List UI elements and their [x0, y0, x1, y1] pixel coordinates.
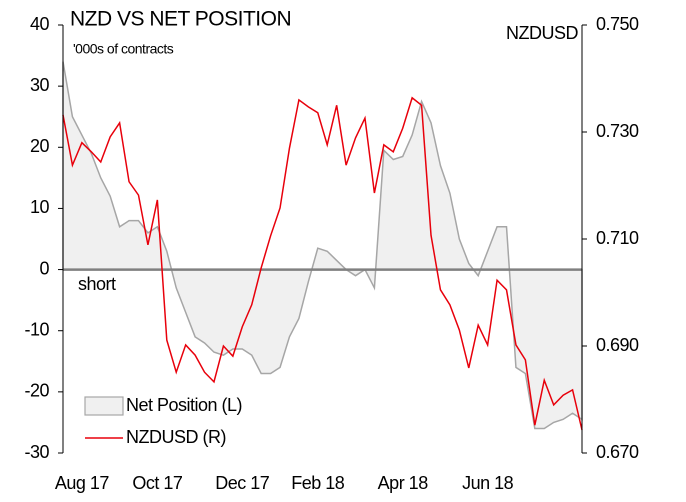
y2-tick-label: 0.750: [596, 14, 639, 34]
legend-swatch: [84, 396, 124, 416]
x-tick-label: Feb 18: [291, 473, 345, 493]
chart-subtitle: '000s of contracts: [73, 41, 174, 57]
x-tick-label: Dec 17: [215, 473, 270, 493]
net-position-area: [62, 61, 583, 430]
y2-tick-label: 0.710: [596, 228, 639, 248]
y2-axis-label: NZDUSD: [506, 23, 578, 43]
y-tick-label: 10: [30, 197, 50, 217]
y-tick-label: -30: [24, 442, 49, 462]
chart-title: NZD VS NET POSITION: [70, 8, 291, 31]
y2-tick-label: 0.690: [596, 335, 639, 355]
y-tick-label: 30: [30, 75, 50, 95]
x-tick-label: Oct 17: [132, 473, 183, 493]
y-tick-label: -20: [24, 381, 49, 401]
y-tick-label: 40: [30, 14, 50, 34]
y2-tick-label: 0.730: [596, 121, 639, 141]
x-tick-label: Aug 17: [55, 473, 110, 493]
y-tick-label: -10: [24, 319, 49, 339]
y2-tick-label: 0.670: [596, 442, 639, 462]
y-tick-label: 0: [39, 258, 49, 278]
annotation: short: [78, 274, 116, 294]
nzdusd-line: [62, 96, 583, 431]
legend-label: NZDUSD (R): [126, 427, 226, 447]
legend-label: Net Position (L): [126, 395, 242, 415]
x-tick-label: Apr 18: [378, 473, 429, 493]
x-tick-label: Jun 18: [462, 473, 514, 493]
y-tick-label: 20: [30, 136, 50, 156]
